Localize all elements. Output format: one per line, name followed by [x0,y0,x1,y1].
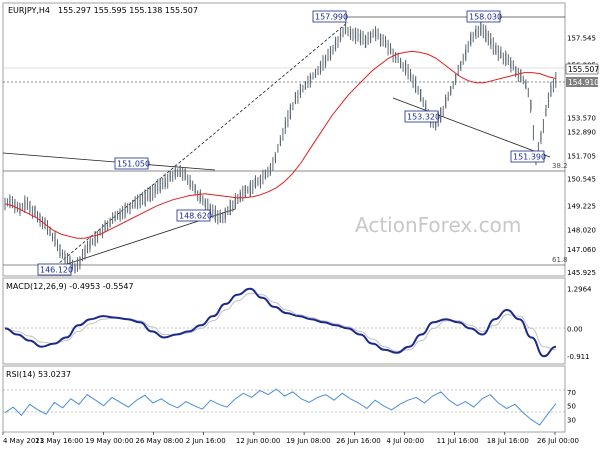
price-tick-9: 147.060 [567,246,596,254]
macd-main-line [4,287,557,358]
time-tick-3: 26 May 08:00 [136,437,184,445]
time-tick-10: 18 Jul 16:00 [487,437,529,445]
price-tick-7: 149.225 [567,202,596,210]
macd-series [4,287,557,358]
price-panel-frame [2,2,566,277]
channel-dashed-line [51,21,349,270]
svg-text:151.390: 151.390 [513,153,546,162]
symbol-label: EURJPY,H4 [8,6,50,15]
rsi-tick-1: 50 [567,403,576,411]
label-158030: 158.030 [466,10,502,23]
price-tick-10: 145.925 [567,269,596,277]
svg-text:151.050: 151.050 [117,160,150,169]
trendline-lower [392,97,551,158]
label-151390: 151.390 [510,150,546,163]
ohlc-label: 155.297 155.595 155.138 155.507 [58,6,198,15]
time-tick-2: 19 May 00:00 [85,437,133,445]
fibo-382-label: 38.2 [552,162,568,170]
price-tick-5: 151.705 [567,152,596,160]
rsi-tick-0: 70 [567,389,576,397]
time-tick-11: 26 Jul 00:00 [537,437,579,445]
time-tick-5: 12 Jun 00:00 [236,437,280,445]
current-price-box: 155.507 [565,63,599,75]
label-146120: 146.120 [37,263,73,276]
ma-line [4,50,557,239]
time-tick-9: 11 Jul 16:00 [437,437,479,445]
macd-tick-2: -0.911 [567,353,590,361]
svg-text:155.507: 155.507 [568,65,599,74]
price-tick-4: 152.890 [567,128,596,136]
time-tick-7: 26 Jun 16:00 [336,437,380,445]
svg-text:148.620: 148.620 [179,212,212,221]
time-tick-8: 4 Jul 00:00 [387,437,425,445]
label-151050: 151.050 [114,157,150,170]
ma-series [4,50,557,239]
macd-y-axis: 1.2964 0.00 -0.911 [567,286,592,362]
watermark: ActionForex.com [355,213,521,237]
rsi-line [4,388,557,426]
macd-signal-line [4,292,557,352]
label-157990: 157.990 [312,10,348,23]
price-tick-6: 150.545 [567,176,596,184]
rsi-panel-frame [2,365,566,433]
macd-tick-1: 0.00 [567,325,583,333]
fibo-618-label: 61.8 [552,256,568,264]
bid-price-box: 154.910 [566,77,599,87]
rsi-tick-2: 30 [567,417,576,425]
price-tick-3: 153.570 [567,115,596,123]
rsi-series [4,388,557,426]
label-148620: 148.620 [176,209,212,222]
rsi-label: RSI(14) 53.0237 [6,370,71,379]
svg-text:153.320: 153.320 [407,113,440,122]
macd-tick-0: 1.2964 [567,286,592,294]
time-tick-4: 2 Jun 16:00 [186,437,226,445]
macd-label: MACD(12,26,9) -0.4953 -0.5547 [6,282,134,291]
svg-text:158.030: 158.030 [469,13,502,22]
price-tick-0: 157.545 [567,34,596,42]
time-tick-1: 11 May 16:00 [35,437,83,445]
svg-text:157.990: 157.990 [315,13,348,22]
price-tick-8: 148.020 [567,227,596,235]
time-tick-0: 4 May 2023 [3,437,44,445]
rsi-y-axis: 70 50 30 [567,389,576,425]
label-153320: 153.320 [404,110,440,123]
svg-text:154.910: 154.910 [568,78,599,87]
svg-text:146.120: 146.120 [40,266,73,275]
time-tick-6: 19 Jun 08:00 [286,437,330,445]
